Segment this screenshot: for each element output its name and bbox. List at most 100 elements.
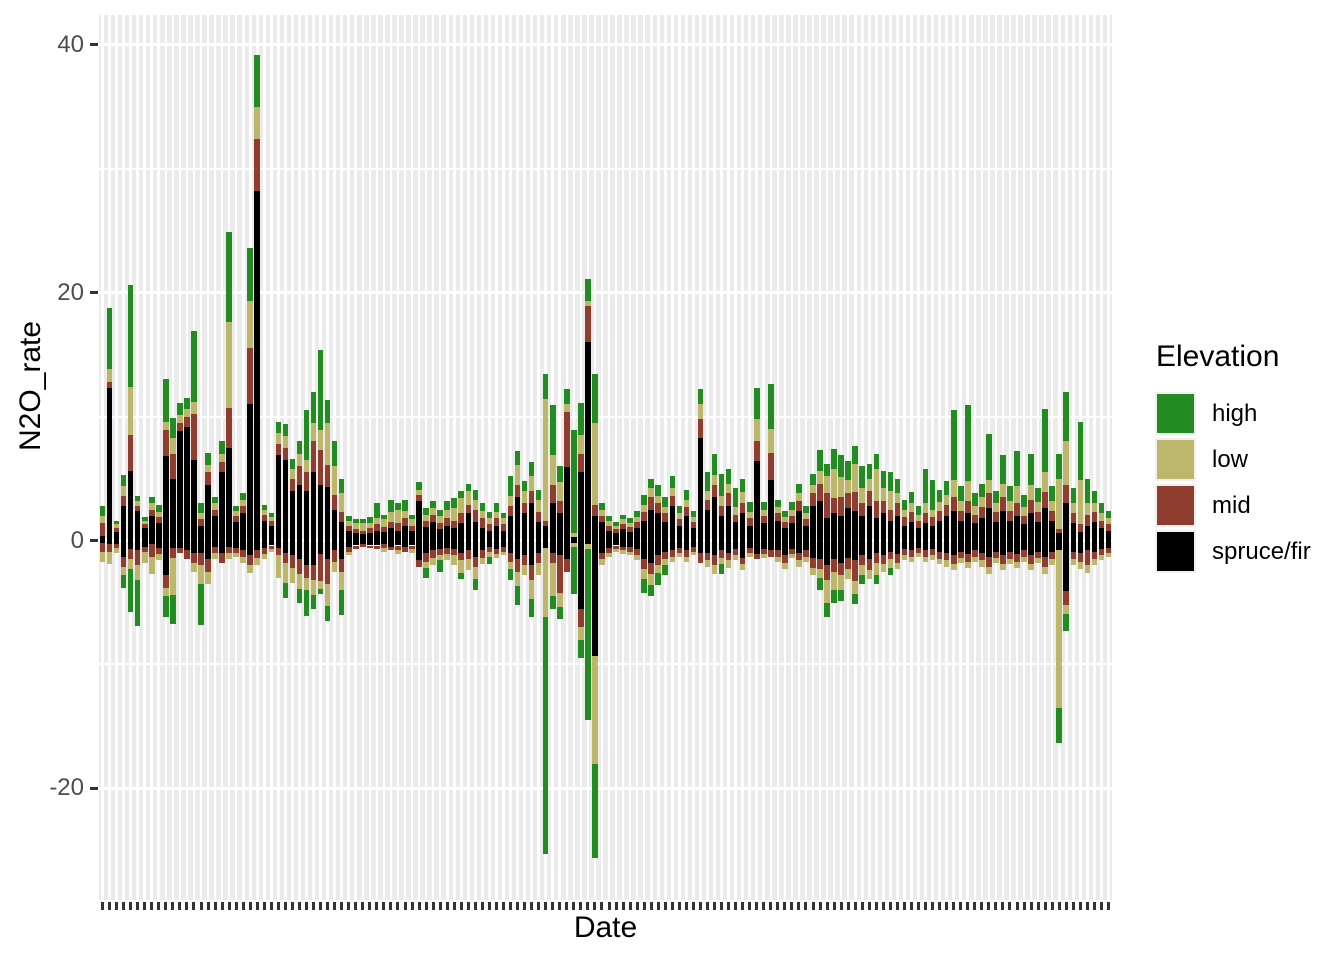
bar-segment: [402, 510, 408, 519]
bar-segment: [711, 565, 718, 574]
bar-segment: [507, 569, 514, 581]
bar-segment: [212, 540, 218, 547]
bar-segment: [374, 503, 380, 519]
gridline-vertical: [868, 15, 871, 900]
bar-segment: [268, 513, 275, 517]
bar-segment: [943, 540, 950, 553]
legend-key: [1155, 484, 1196, 527]
bar-segment: [282, 540, 289, 553]
x-tick-mark: [691, 902, 695, 910]
bar-segment: [486, 540, 493, 547]
bar-segment: [296, 441, 303, 454]
bar-segment: [845, 508, 851, 541]
bar-segment: [275, 443, 282, 455]
bar-segment: [789, 549, 795, 555]
bar-segment: [979, 497, 985, 508]
bar-segment: [613, 521, 619, 526]
bar-segment: [986, 493, 992, 509]
bar-segment: [1007, 559, 1013, 565]
x-tick-mark: [431, 902, 435, 910]
bar-segment: [141, 546, 148, 552]
bar-segment: [437, 523, 443, 530]
gridline-vertical: [424, 15, 428, 900]
bar-segment: [943, 515, 950, 541]
bar-segment: [310, 595, 317, 609]
bar-segment: [141, 540, 148, 547]
bar-segment: [134, 565, 141, 581]
bar-segment: [634, 521, 640, 529]
bar-segment: [859, 540, 866, 556]
bar-segment: [683, 540, 690, 551]
bar-segment: [993, 540, 999, 552]
bar-segment: [592, 515, 598, 541]
bar-segment: [261, 520, 268, 541]
x-tick-mark: [720, 902, 724, 910]
x-tick-mark: [150, 902, 154, 910]
bar-segment: [212, 515, 218, 541]
bar-segment: [134, 580, 141, 627]
bar-segment: [360, 523, 366, 531]
bar-segment: [676, 525, 683, 541]
bar-segment: [873, 540, 880, 553]
bar-segment: [345, 546, 352, 552]
bar-segment: [240, 540, 246, 551]
bar-segment: [381, 519, 387, 527]
y-tick-mark: [90, 291, 98, 295]
bar-segment: [367, 540, 373, 546]
bar-segment: [120, 474, 127, 486]
bar-segment: [514, 451, 521, 465]
bar-segment: [106, 388, 113, 541]
bar-segment: [1021, 550, 1027, 557]
bar-segment: [760, 509, 767, 516]
bar-segment: [986, 433, 992, 480]
bar-segment: [732, 540, 739, 550]
bar-segment: [549, 562, 556, 597]
x-tick-mark: [600, 902, 604, 910]
x-tick-mark: [790, 902, 794, 910]
x-tick-mark: [839, 902, 843, 910]
bar-segment: [739, 564, 746, 571]
bar-segment: [711, 453, 718, 475]
bar-segment: [711, 497, 718, 541]
bar-segment: [184, 540, 190, 551]
bar-segment: [395, 503, 401, 510]
gridline-vertical: [347, 15, 351, 900]
bar-segment: [711, 484, 718, 498]
bar-segment: [191, 414, 197, 460]
gridline-vertical: [642, 15, 646, 900]
bar-segment: [901, 555, 908, 561]
bar-segment: [648, 585, 655, 597]
bar-segment: [697, 540, 704, 553]
bar-segment: [423, 567, 429, 578]
bar-segment: [254, 138, 261, 191]
x-tick-mark: [417, 902, 421, 910]
bar-segment: [964, 481, 971, 501]
bar-segment: [697, 552, 704, 563]
bar-segment: [549, 596, 556, 609]
bar-segment: [120, 505, 127, 541]
bar-segment: [746, 552, 753, 557]
bar-segment: [739, 557, 746, 565]
x-tick-mark: [375, 902, 379, 910]
bar-segment: [374, 518, 380, 525]
bar-segment: [901, 525, 908, 541]
bar-segment: [648, 509, 655, 541]
x-tick-mark: [544, 902, 548, 910]
bar-segment: [922, 513, 929, 524]
bar-segment: [465, 559, 472, 571]
x-tick-mark: [283, 902, 287, 910]
bar-segment: [458, 523, 465, 541]
bar-segment: [613, 545, 619, 550]
bar-segment: [606, 520, 612, 526]
gridline-vertical: [973, 15, 977, 900]
bar-segment: [1042, 540, 1048, 557]
bar-segment: [331, 561, 338, 572]
legend-swatch-low: [1157, 440, 1194, 479]
x-tick-mark: [938, 902, 942, 910]
bar-segment: [113, 544, 120, 548]
bar-segment: [155, 554, 162, 561]
y-tick-mark: [90, 539, 98, 543]
x-tick-mark: [234, 902, 238, 910]
bar-segment: [493, 518, 500, 526]
bar-segment: [669, 495, 676, 506]
